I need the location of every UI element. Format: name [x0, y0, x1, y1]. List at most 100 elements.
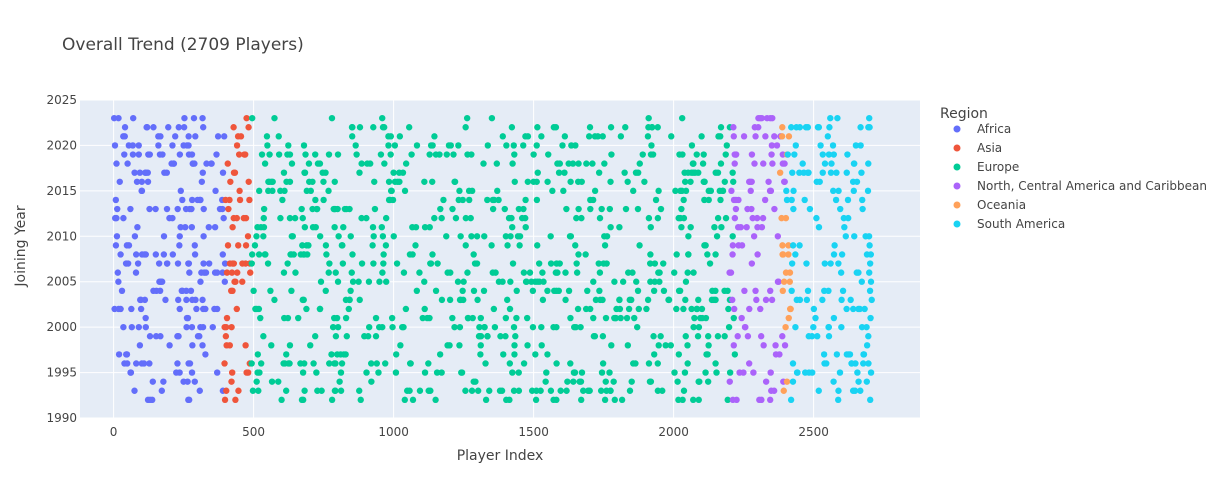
data-point	[412, 242, 419, 249]
data-point	[121, 133, 128, 140]
data-point	[533, 178, 540, 185]
data-point	[495, 196, 502, 204]
data-point	[704, 351, 711, 358]
legend-label[interactable]: Oceania	[977, 198, 1026, 212]
data-point	[239, 260, 246, 267]
legend-label[interactable]: Africa	[977, 122, 1011, 136]
data-point	[533, 142, 540, 149]
data-point	[752, 287, 759, 294]
data-point	[370, 124, 377, 131]
data-point	[767, 369, 774, 376]
data-point	[673, 305, 680, 313]
data-point	[792, 323, 799, 331]
data-point	[514, 233, 522, 240]
data-point	[489, 205, 497, 213]
data-point	[474, 387, 482, 394]
data-point	[608, 342, 615, 349]
data-point	[443, 233, 450, 240]
data-point	[810, 305, 818, 313]
data-point	[459, 287, 466, 294]
data-point	[863, 378, 870, 385]
data-point	[509, 260, 517, 267]
data-point	[744, 205, 751, 213]
data-point	[114, 205, 121, 213]
data-point	[532, 351, 539, 358]
data-point	[819, 151, 826, 158]
data-point	[831, 242, 838, 249]
y-axis-title: Joining Year	[13, 205, 29, 287]
data-point	[867, 314, 874, 322]
data-point	[779, 333, 786, 340]
data-point	[838, 323, 845, 331]
data-point	[573, 260, 580, 267]
x-tick-label: 0	[110, 425, 118, 439]
data-point	[222, 333, 230, 340]
data-point	[773, 142, 781, 149]
legend[interactable]: Region Africa Asia Europe North, Central Am…	[940, 106, 1207, 231]
data-point	[837, 269, 845, 276]
data-point	[655, 342, 662, 349]
data-point	[406, 387, 413, 394]
data-point	[299, 214, 306, 222]
data-point	[837, 205, 844, 213]
data-point	[578, 214, 585, 222]
data-point	[650, 287, 658, 294]
data-point	[484, 142, 492, 149]
data-point	[824, 133, 832, 140]
data-point	[450, 151, 457, 158]
data-point	[279, 196, 286, 204]
x-tick-labels: 0 500 1000 1500 2000 2500	[110, 425, 829, 439]
data-point	[582, 251, 589, 258]
data-point	[124, 160, 131, 167]
data-point	[336, 378, 343, 385]
legend-label[interactable]: Europe	[977, 160, 1019, 174]
data-point	[633, 278, 640, 285]
data-point	[850, 305, 857, 313]
data-point	[473, 233, 481, 240]
data-point	[651, 351, 658, 358]
data-point	[858, 278, 865, 285]
data-point	[436, 151, 443, 158]
data-point	[553, 323, 560, 331]
data-point	[647, 378, 655, 385]
data-point	[205, 224, 212, 231]
data-point	[456, 187, 463, 195]
data-point	[714, 214, 722, 222]
data-point	[788, 287, 795, 294]
data-point	[786, 278, 793, 285]
data-point	[700, 151, 707, 158]
data-point	[244, 369, 252, 376]
data-point	[550, 124, 558, 131]
data-point	[222, 323, 230, 331]
data-point	[471, 260, 479, 267]
data-point	[701, 196, 708, 204]
legend-marker	[953, 201, 961, 209]
data-point	[596, 269, 604, 276]
legend-label[interactable]: North, Central America and Caribbean	[977, 179, 1207, 193]
data-point	[255, 305, 263, 313]
data-point	[768, 296, 776, 304]
data-point	[690, 269, 697, 276]
data-point	[176, 233, 183, 240]
data-point	[251, 242, 259, 249]
data-point	[523, 314, 531, 322]
data-point	[729, 242, 737, 249]
data-point	[684, 169, 692, 176]
data-point	[729, 169, 736, 176]
data-point	[346, 205, 353, 213]
legend-label[interactable]: South America	[977, 217, 1065, 231]
data-point	[468, 233, 475, 240]
data-point	[851, 233, 858, 240]
data-point	[734, 333, 741, 340]
data-point	[730, 133, 737, 140]
data-point	[416, 387, 424, 394]
data-point	[142, 314, 149, 322]
data-point	[416, 269, 423, 276]
data-point	[382, 278, 390, 285]
data-point	[464, 269, 471, 276]
data-point	[644, 133, 652, 140]
data-point	[819, 169, 826, 176]
legend-label[interactable]: Asia	[977, 141, 1002, 155]
data-point	[434, 260, 441, 267]
data-point	[511, 151, 518, 158]
